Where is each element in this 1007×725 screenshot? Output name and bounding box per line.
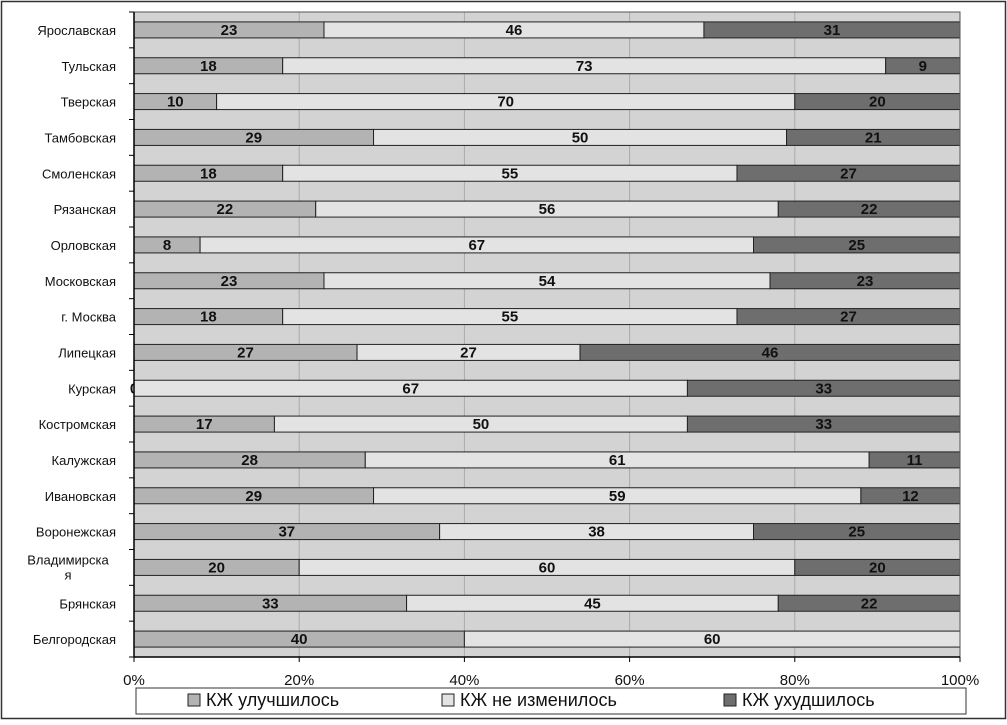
data-label: 60 [704, 631, 721, 648]
data-label: 67 [468, 237, 485, 254]
data-label: 46 [506, 22, 523, 39]
legend-box [135, 687, 967, 715]
category-label: Рязанская [54, 202, 116, 217]
x-tick-label: 100% [941, 672, 979, 689]
data-label: 21 [865, 129, 882, 146]
data-label: 54 [539, 273, 556, 290]
data-label: 33 [815, 416, 832, 433]
data-label: 55 [501, 309, 518, 326]
data-label: 17 [196, 416, 213, 433]
data-label: 50 [572, 129, 589, 146]
data-label: 46 [762, 344, 779, 361]
data-label: 27 [840, 309, 857, 326]
category-label: г. Москва [61, 310, 117, 325]
data-label: 67 [402, 380, 419, 397]
data-label: 8 [163, 237, 171, 254]
legend-label: КЖ ухудшилось [742, 690, 875, 710]
data-label: 73 [576, 58, 593, 75]
category-label: Липецкая [58, 345, 116, 360]
data-label: 56 [539, 201, 556, 218]
category-label: Костромская [39, 417, 116, 432]
data-label: 9 [919, 58, 927, 75]
data-label: 45 [584, 595, 601, 612]
x-tick-label: 20% [284, 672, 314, 689]
x-tick-label: 0% [123, 672, 145, 689]
x-tick-label: 40% [449, 672, 479, 689]
category-label: Калужская [52, 453, 116, 468]
data-label: 40 [291, 631, 308, 648]
category-label: Смоленская [42, 166, 116, 181]
data-label: 22 [217, 201, 234, 218]
category-label: Ивановская [45, 489, 116, 504]
data-label: 27 [840, 165, 857, 182]
data-label: 10 [167, 94, 184, 111]
data-label: 22 [861, 595, 878, 612]
data-label: 31 [824, 22, 841, 39]
legend-swatch [187, 693, 201, 707]
category-label: Курская [68, 381, 116, 396]
legend-label: КЖ не изменилось [460, 690, 617, 710]
data-label: 27 [237, 344, 254, 361]
data-label: 25 [848, 237, 865, 254]
data-label: 33 [815, 380, 832, 397]
data-label: 22 [861, 201, 878, 218]
category-label: Ярославская [37, 23, 116, 38]
data-label: 70 [497, 94, 514, 111]
data-label: 23 [221, 22, 238, 39]
data-label: 61 [609, 452, 626, 469]
data-label: 20 [208, 559, 225, 576]
data-label: 59 [609, 488, 626, 505]
plot-area [134, 12, 960, 657]
data-label: 33 [262, 595, 279, 612]
data-label: 55 [501, 165, 518, 182]
data-label: 18 [200, 309, 217, 326]
data-label: 23 [221, 273, 238, 290]
data-label: 29 [245, 488, 262, 505]
category-label: Тамбовская [44, 130, 116, 145]
data-label: 18 [200, 165, 217, 182]
data-label: 18 [200, 58, 217, 75]
category-label: Тверская [61, 95, 116, 110]
category-label: Воронежская [36, 525, 116, 540]
category-label: Московская [45, 274, 116, 289]
data-label: 11 [907, 452, 923, 469]
legend-swatch [441, 693, 455, 707]
x-tick-label: 60% [615, 672, 645, 689]
data-label: 23 [857, 273, 874, 290]
data-label: 28 [241, 452, 258, 469]
data-label: 12 [902, 488, 919, 505]
data-label: 50 [473, 416, 490, 433]
category-label: Тульская [61, 59, 116, 74]
data-label: 38 [588, 524, 605, 541]
category-label: я [64, 567, 71, 582]
legend-label: КЖ улучшилось [206, 690, 339, 710]
x-tick-label: 80% [780, 672, 810, 689]
data-label: 29 [245, 129, 262, 146]
category-label: Белгородская [33, 632, 116, 647]
category-label: Владимирска [27, 552, 109, 567]
data-label: 27 [460, 344, 477, 361]
data-label: 20 [869, 559, 886, 576]
data-label: 20 [869, 94, 886, 111]
category-label: Орловская [51, 238, 116, 253]
category-label: Брянская [59, 596, 116, 611]
data-label: 37 [278, 524, 295, 541]
data-label: 25 [848, 524, 865, 541]
data-label: 60 [539, 559, 556, 576]
legend-swatch [723, 693, 737, 707]
